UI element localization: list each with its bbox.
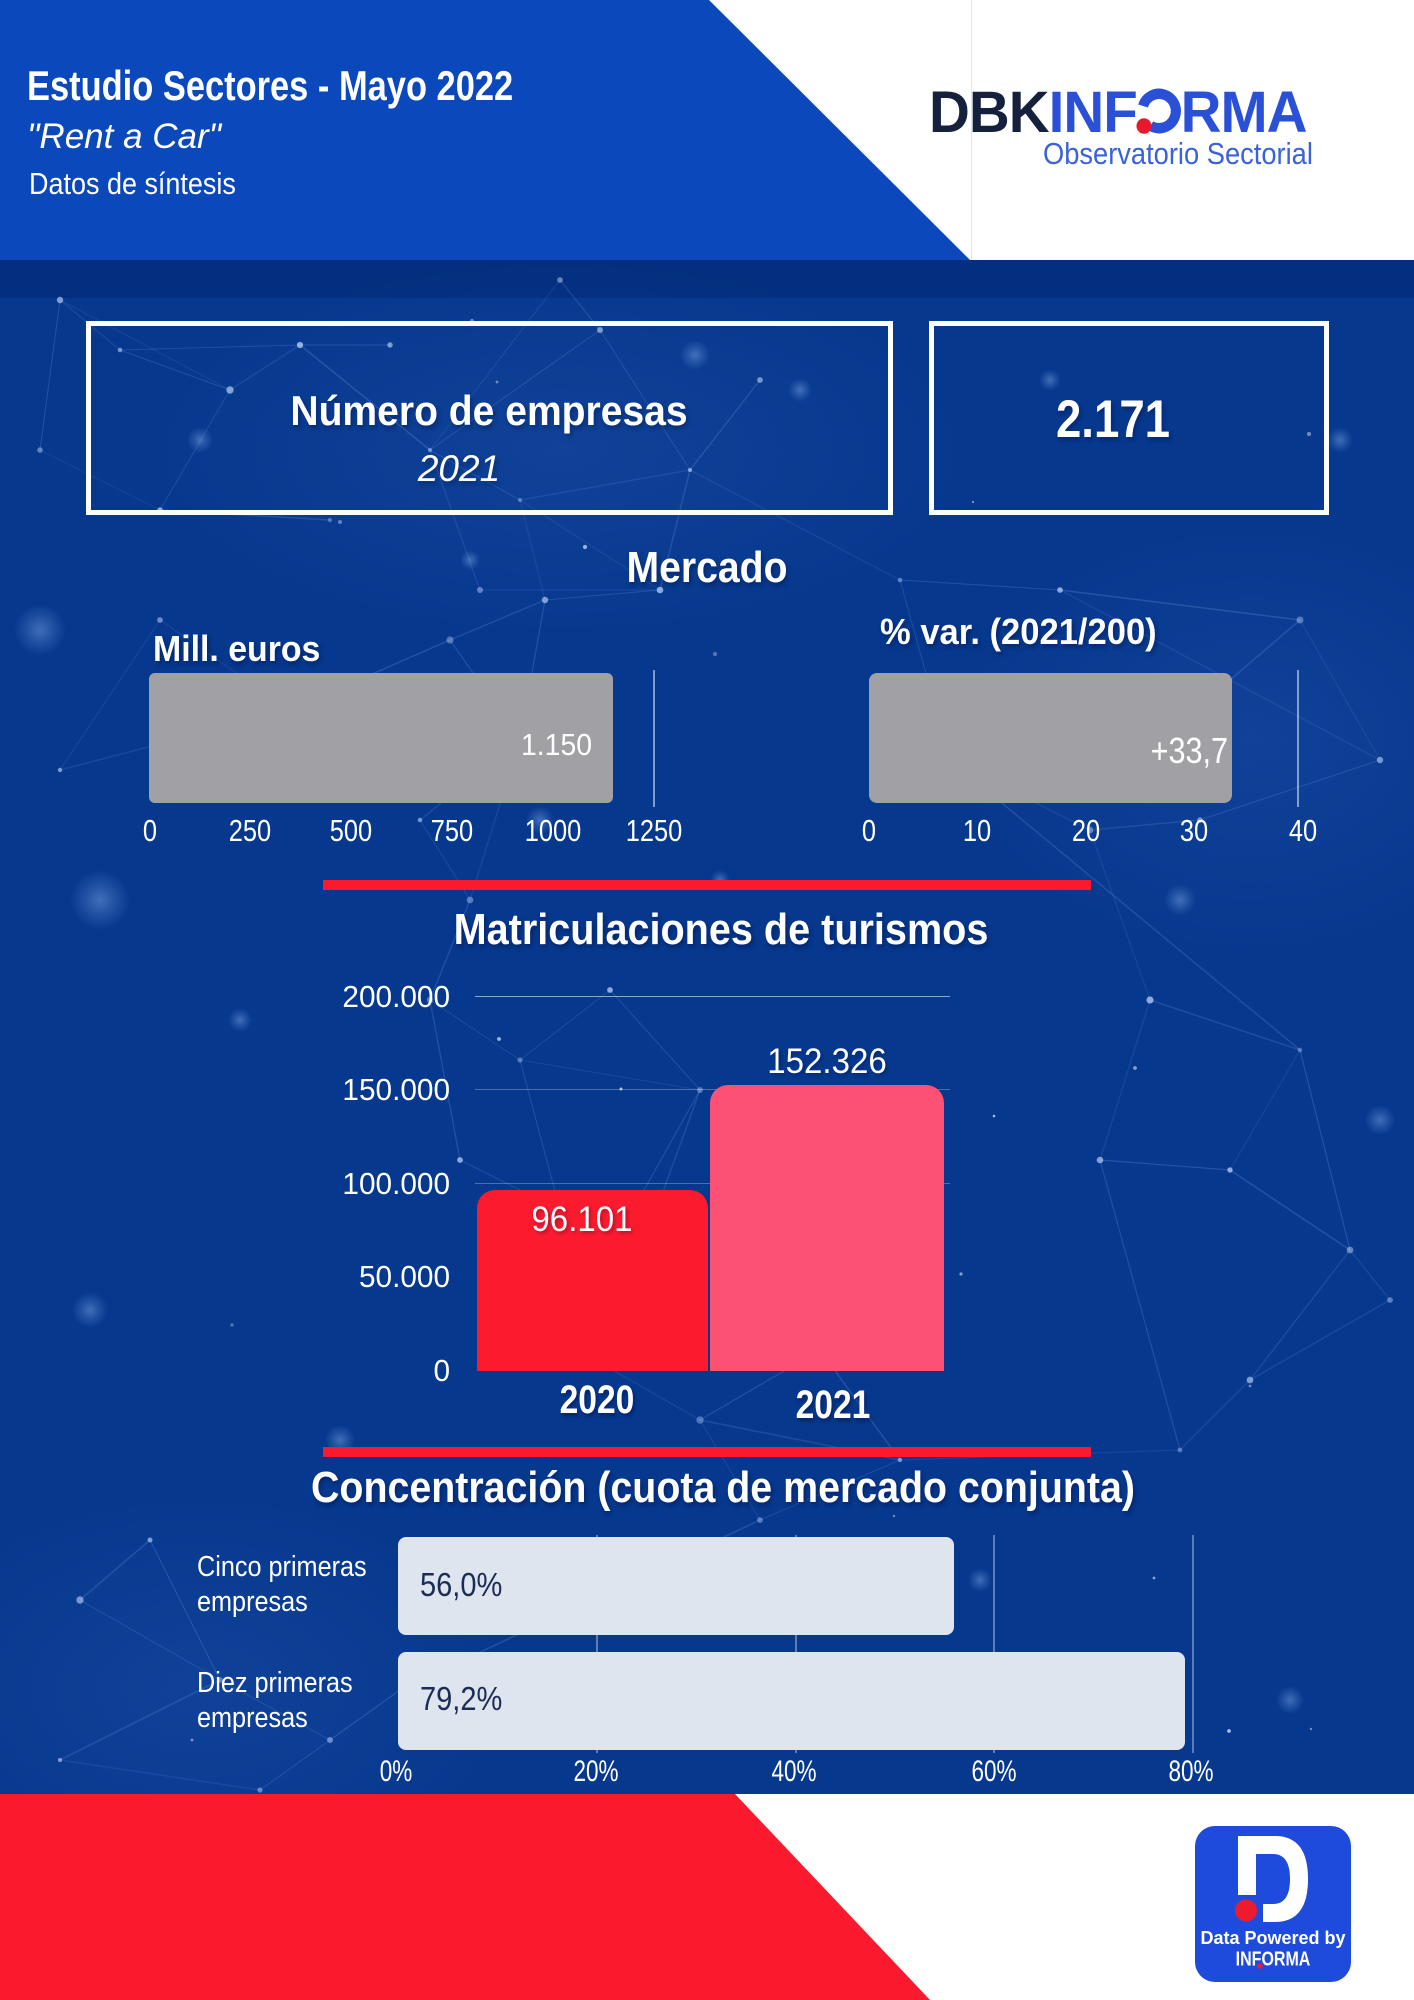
svg-text:INFORMA: INFORMA xyxy=(1236,1948,1311,1970)
svg-text:Data Powered by: Data Powered by xyxy=(1200,1928,1345,1948)
